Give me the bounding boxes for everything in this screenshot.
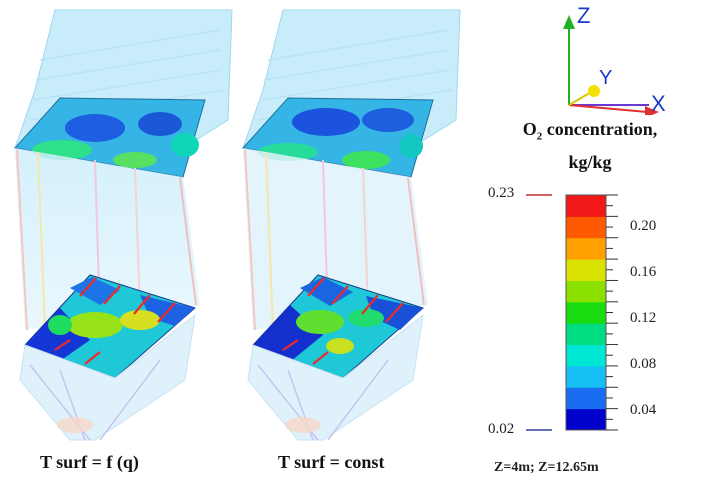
furnace-model-right (242, 9, 461, 441)
colorbar-tick-label: 0.16 (630, 264, 657, 280)
colorbar-band (566, 365, 606, 388)
colorbar-band (566, 387, 606, 410)
colorbar-band (566, 344, 606, 367)
colorbar-max-label: 0.23 (488, 185, 515, 201)
colorbar-band (566, 216, 606, 239)
section-heights-note: Z=4m; Z=12.65m (494, 460, 599, 475)
colorbar-tick-label: 0.08 (630, 356, 657, 372)
colorbar-band (566, 195, 606, 217)
colorbar-band (566, 259, 606, 281)
title-subscript: 2 (536, 130, 543, 143)
left-panel-caption: T surf = f (q) (40, 452, 139, 472)
y-axis-label: Y (599, 67, 613, 89)
x-axis-label: X (651, 91, 666, 116)
axis-triad-graphic (563, 15, 659, 118)
title-rest: concentration, (542, 119, 658, 139)
colorbar-band (566, 408, 606, 431)
furnace-model-left (14, 9, 233, 441)
colorbar-band (566, 323, 606, 346)
z-axis-label: Z (577, 3, 591, 28)
colorbar-tick-label: 0.04 (630, 402, 657, 418)
colorbar-band (566, 301, 606, 324)
colorbar-unit: kg/kg (568, 151, 612, 172)
title-o: O (522, 119, 537, 139)
colorbar-title: O2 concentration, kg/kg (490, 117, 690, 175)
colorbar-tick-label: 0.12 (630, 310, 657, 326)
colorbar-band (566, 237, 606, 260)
right-panel-caption: T surf = const (278, 452, 385, 472)
colorbar-graphic (526, 194, 618, 431)
colorbar-tick-label: 0.20 (630, 218, 657, 234)
colorbar: 0.23 0.02 0.20 0.16 0.12 0.08 0.04 (480, 185, 700, 445)
axis-triad: Z Y X (555, 3, 695, 118)
colorbar-min-label: 0.02 (488, 421, 515, 437)
colorbar-band (566, 280, 606, 303)
